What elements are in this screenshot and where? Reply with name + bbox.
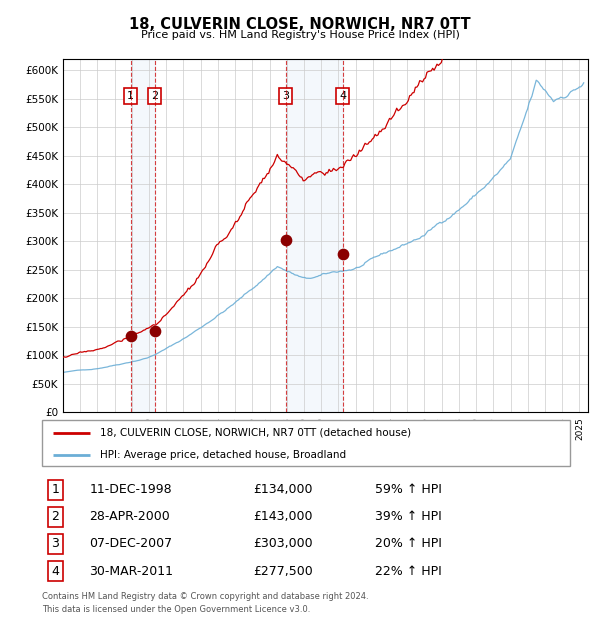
Text: 4: 4	[339, 91, 346, 101]
Point	[126, 331, 136, 341]
Text: 4: 4	[51, 565, 59, 577]
Text: 18, CULVERIN CLOSE, NORWICH, NR7 0TT (detached house): 18, CULVERIN CLOSE, NORWICH, NR7 0TT (de…	[100, 428, 411, 438]
Text: 2: 2	[51, 510, 59, 523]
Text: 1: 1	[51, 483, 59, 496]
Text: 1: 1	[127, 91, 134, 101]
Text: 3: 3	[282, 91, 289, 101]
Text: 11-DEC-1998: 11-DEC-1998	[89, 483, 172, 496]
Text: 2: 2	[151, 91, 158, 101]
FancyBboxPatch shape	[42, 420, 570, 466]
Text: £277,500: £277,500	[253, 565, 313, 577]
Text: This data is licensed under the Open Government Licence v3.0.: This data is licensed under the Open Gov…	[42, 604, 310, 614]
Bar	[131, 59, 155, 412]
Text: 3: 3	[51, 538, 59, 551]
Text: £303,000: £303,000	[253, 538, 313, 551]
Text: 20% ↑ HPI: 20% ↑ HPI	[374, 538, 442, 551]
Text: Contains HM Land Registry data © Crown copyright and database right 2024.: Contains HM Land Registry data © Crown c…	[42, 592, 368, 601]
Text: 18, CULVERIN CLOSE, NORWICH, NR7 0TT: 18, CULVERIN CLOSE, NORWICH, NR7 0TT	[129, 17, 471, 32]
Bar	[286, 59, 343, 412]
Text: 59% ↑ HPI: 59% ↑ HPI	[374, 483, 442, 496]
Point	[338, 249, 347, 259]
Text: 07-DEC-2007: 07-DEC-2007	[89, 538, 173, 551]
Text: HPI: Average price, detached house, Broadland: HPI: Average price, detached house, Broa…	[100, 450, 346, 459]
Text: Price paid vs. HM Land Registry's House Price Index (HPI): Price paid vs. HM Land Registry's House …	[140, 30, 460, 40]
Text: 28-APR-2000: 28-APR-2000	[89, 510, 170, 523]
Text: 22% ↑ HPI: 22% ↑ HPI	[374, 565, 442, 577]
Point	[281, 234, 290, 244]
Text: 39% ↑ HPI: 39% ↑ HPI	[374, 510, 442, 523]
Point	[150, 326, 160, 336]
Text: £134,000: £134,000	[253, 483, 313, 496]
Text: £143,000: £143,000	[253, 510, 313, 523]
Text: 30-MAR-2011: 30-MAR-2011	[89, 565, 173, 577]
